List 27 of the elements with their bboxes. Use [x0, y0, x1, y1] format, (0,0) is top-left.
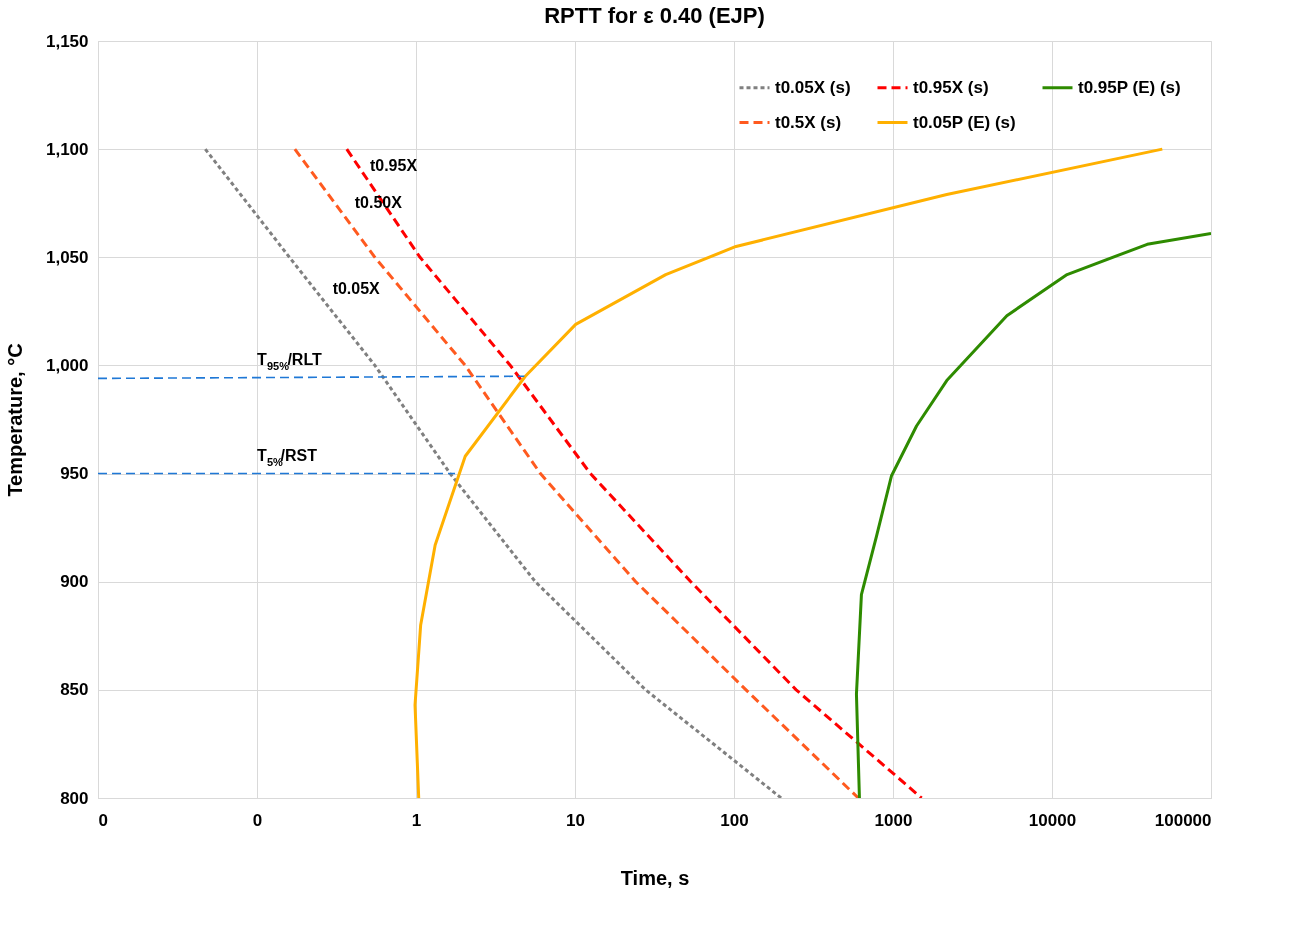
- x-axis-title: Time, s: [620, 866, 690, 889]
- y-tick-label: 1,000: [45, 355, 89, 375]
- legend-label: t0.95P (E) (s): [1078, 77, 1181, 97]
- y-tick-label: 950: [60, 464, 89, 484]
- x-tick-label: 0: [98, 810, 108, 830]
- x-tick-label: 100: [720, 810, 749, 830]
- y-tick-label: 850: [60, 680, 89, 700]
- x-tick-label: 100000: [1154, 810, 1212, 830]
- y-axis-title: Temperature, °C: [3, 343, 26, 497]
- annotation: t0.50X: [354, 193, 403, 211]
- x-tick-label: 0: [252, 810, 263, 830]
- y-tick-label: 1,100: [45, 139, 89, 159]
- annotation: t0.95X: [369, 156, 418, 174]
- chart-title: RPTT for ε 0.40 (EJP): [544, 3, 765, 28]
- annotation: t0.05X: [332, 280, 381, 298]
- y-tick-label: 1,150: [45, 31, 89, 51]
- y-tick-label: 800: [60, 788, 89, 808]
- x-tick-label: 1000: [874, 810, 913, 830]
- legend-label: t0.95X (s): [913, 77, 989, 97]
- legend-label: t0.05P (E) (s): [913, 112, 1016, 132]
- x-tick-label: 1: [411, 810, 422, 830]
- legend-label: t0.05X (s): [775, 77, 851, 97]
- legend-label: t0.5X (s): [775, 112, 842, 132]
- x-tick-label: 10000: [1028, 810, 1077, 830]
- x-tick-label: 10: [566, 810, 585, 830]
- y-tick-label: 1,050: [45, 247, 89, 267]
- y-tick-label: 900: [60, 572, 89, 592]
